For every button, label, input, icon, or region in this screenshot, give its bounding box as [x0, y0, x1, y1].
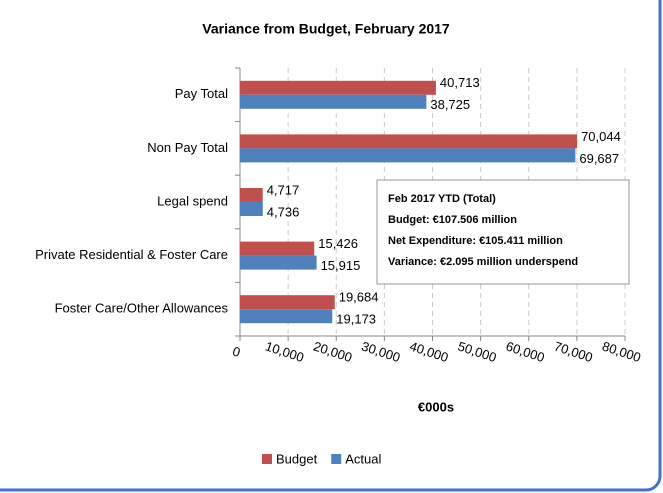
bar	[240, 241, 315, 256]
annotation-box	[376, 179, 630, 285]
data-label: 4,736	[267, 204, 300, 219]
bar	[240, 188, 263, 202]
bar	[240, 202, 263, 216]
y-tick-label: Non Pay Total	[147, 140, 228, 155]
y-tick-label: Foster Care/Other Allowances	[55, 301, 229, 316]
legend-label: Budget	[276, 451, 318, 466]
data-label: 69,687	[579, 151, 619, 166]
x-tick-label: 0	[231, 344, 243, 361]
y-tick-label: Private Residential & Foster Care	[35, 247, 228, 262]
bar	[240, 309, 333, 324]
bar	[240, 255, 317, 270]
legend-label: Actual	[345, 451, 381, 466]
legend-swatch	[262, 454, 272, 464]
data-label: 15,915	[321, 258, 361, 273]
bar	[240, 148, 576, 163]
bar	[240, 134, 578, 149]
annotation-text: Net Expenditure: €105.411 million	[388, 235, 563, 247]
data-label: 19,173	[336, 312, 376, 327]
annotation-text: Feb 2017 YTD (Total)	[388, 193, 496, 205]
bar	[240, 94, 427, 109]
data-label: 19,684	[339, 290, 379, 305]
annotation-text: Budget: €107.506 million	[388, 214, 517, 226]
chart-title: Variance from Budget, February 2017	[202, 21, 450, 37]
data-label: 15,426	[318, 236, 358, 251]
legend-swatch	[331, 454, 342, 464]
data-label: 40,713	[440, 75, 480, 90]
y-tick-label: Pay Total	[175, 86, 228, 101]
bar	[240, 295, 335, 310]
data-label: 38,725	[430, 97, 470, 112]
x-axis-label: €000s	[418, 399, 454, 414]
annotation-text: Variance: €2.095 million underspend	[388, 256, 578, 268]
bar	[240, 80, 436, 95]
data-label: 4,717	[267, 182, 300, 197]
y-tick-label: Legal spend	[157, 193, 228, 208]
data-label: 70,044	[581, 129, 621, 144]
